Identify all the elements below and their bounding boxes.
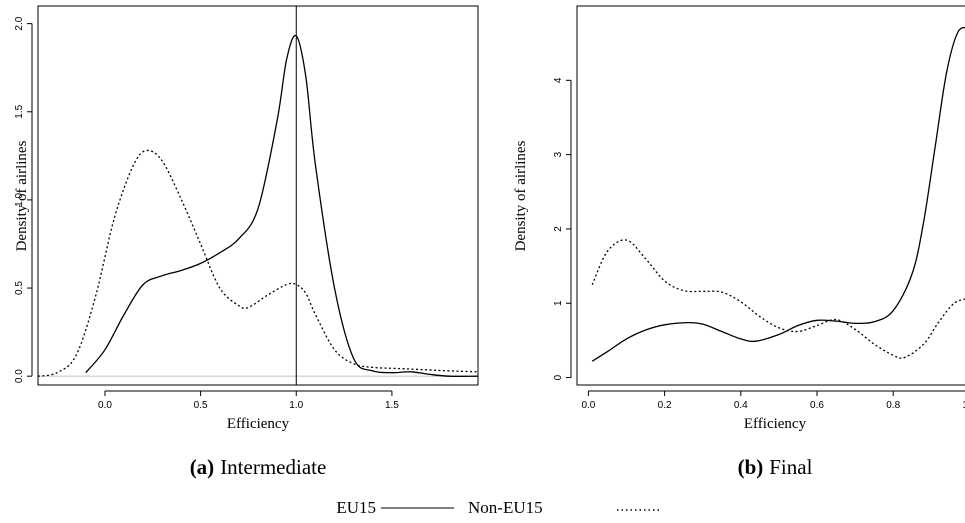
caption-letter: (a) <box>190 455 215 479</box>
y-tick-label: 2 <box>553 226 564 232</box>
plot-frame <box>576 5 965 386</box>
series-line-eu15 <box>85 34 478 377</box>
x-tick-label: 0.8 <box>886 400 900 411</box>
x-tick-label: 0.2 <box>658 400 672 411</box>
panel-final: 0.0 0.2 0.4 0.6 0.8 1.0 0 1 2 3 4 Efficiency Dens… <box>513 5 965 479</box>
series-line-noneu15 <box>38 149 478 377</box>
caption-text: Intermediate <box>220 455 326 479</box>
legend: EU15 Non-EU15 <box>336 498 662 517</box>
series-line-eu15 <box>591 26 965 362</box>
y-axis-label: Density of airlines <box>513 140 529 251</box>
y-tick-label: 0.5 <box>14 281 25 295</box>
x-axis-ticks: 0.0 0.2 0.4 0.6 0.8 1.0 <box>581 390 965 411</box>
x-tick-label: 1.0 <box>289 400 303 411</box>
legend-label-noneu15: Non-EU15 <box>468 498 543 517</box>
y-tick-label: 1 <box>553 300 564 306</box>
panel-intermediate: 0.0 0.5 1.0 1.5 0.00.51.01.52.0 Efficiency … <box>14 5 479 479</box>
panel-caption: (a) Intermediate <box>190 455 327 479</box>
y-axis-ticks: 0 1 2 3 4 <box>553 77 572 380</box>
panel-caption: (b) Final <box>738 455 813 479</box>
x-axis-label: Efficiency <box>227 416 290 432</box>
series-line-noneu15 <box>591 239 965 359</box>
y-tick-label: 0.0 <box>14 369 25 383</box>
plot-frame <box>37 5 479 386</box>
x-tick-label: 0.6 <box>810 400 824 411</box>
y-tick-label: 4 <box>553 77 564 83</box>
legend-label-eu15: EU15 <box>336 498 376 517</box>
x-tick-label: 0.0 <box>581 400 595 411</box>
y-tick-label: 1.0 <box>14 193 25 207</box>
y-tick-label: 3 <box>553 151 564 157</box>
x-tick-label: 1.0 <box>962 400 965 411</box>
x-tick-label: 0.5 <box>194 400 208 411</box>
caption-letter: (b) <box>738 455 764 479</box>
y-tick-label: 2.0 <box>14 16 25 30</box>
x-tick-label: 0.0 <box>98 400 112 411</box>
y-tick-label: 0 <box>553 374 564 380</box>
caption-text: Final <box>769 455 812 479</box>
x-tick-label: 1.5 <box>385 400 399 411</box>
series-layer <box>38 6 478 385</box>
x-axis-ticks: 0.0 0.5 1.0 1.5 <box>98 390 399 411</box>
y-axis-ticks: 0.0 0.5 1.0 1.5 2.0 <box>14 16 33 383</box>
y-tick-label: 1.5 <box>14 104 25 118</box>
y-axis-label: Density of airlines <box>14 140 30 251</box>
x-axis-label: Efficiency <box>744 416 807 432</box>
series-layer <box>591 26 965 362</box>
x-tick-label: 0.4 <box>734 400 748 411</box>
